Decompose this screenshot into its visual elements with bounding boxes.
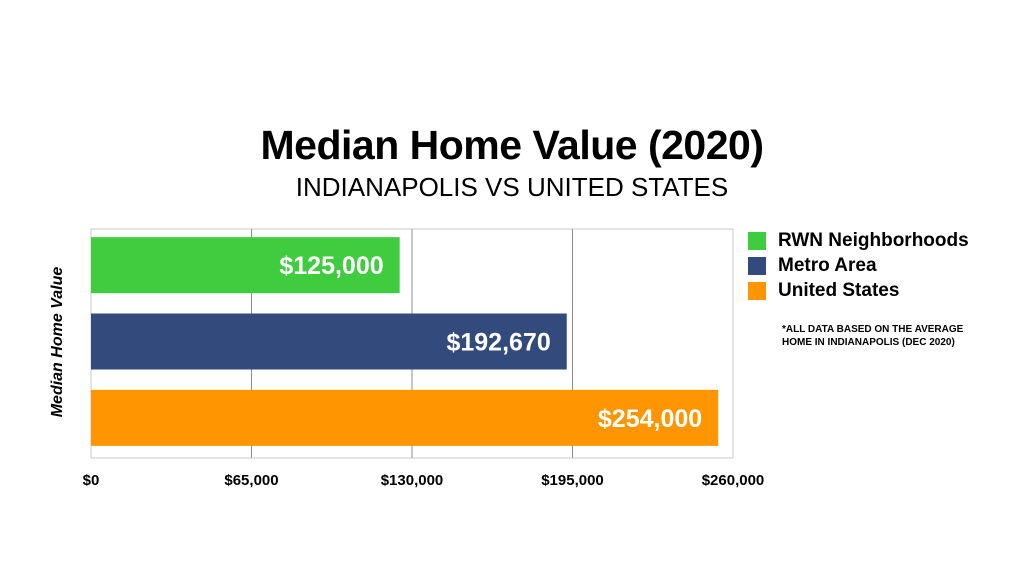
bar-value-label: $125,000: [279, 252, 383, 280]
data-note: *ALL DATA BASED ON THE AVERAGE HOME IN I…: [782, 324, 964, 348]
x-tick-label: $195,000: [541, 472, 604, 489]
chart-title: Median Home Value (2020): [260, 122, 764, 168]
x-tick-label: $130,000: [381, 472, 444, 489]
legend-label-us: United States: [778, 279, 900, 301]
legend-item-rwn: RWN Neighborhoods: [748, 228, 969, 253]
x-tick-label: $260,000: [702, 472, 765, 489]
x-tick-label: $0: [83, 472, 100, 489]
bar-value-label: $192,670: [446, 329, 550, 357]
bar-value-label: $254,000: [598, 405, 702, 433]
bar-3: [91, 389, 719, 446]
legend-swatch-metro: [748, 256, 766, 275]
legend-label-metro: Metro Area: [778, 254, 877, 276]
legend-swatch-us: [748, 281, 766, 300]
legend-swatch-rwn: [748, 231, 766, 250]
bar-1: [91, 237, 400, 294]
bar-2: [91, 313, 567, 370]
legend-item-us: United States: [748, 278, 969, 303]
chart-subtitle: INDIANAPOLIS VS UNITED STATES: [295, 172, 729, 202]
x-tick-label: $65,000: [224, 472, 278, 489]
legend-item-metro: Metro Area: [748, 253, 969, 278]
legend-label-rwn: RWN Neighborhoods: [778, 229, 969, 251]
legend: RWN Neighborhoods Metro Area United Stat…: [748, 228, 969, 303]
